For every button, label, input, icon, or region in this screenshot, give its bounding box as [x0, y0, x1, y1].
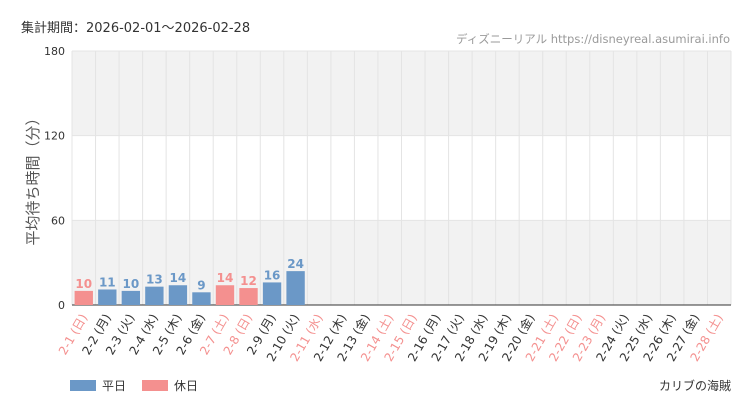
- attraction-name: カリブの海賊: [658, 379, 731, 393]
- bar: [262, 282, 282, 305]
- legend: 平日 休日: [70, 377, 214, 394]
- data-label: 11: [99, 275, 116, 289]
- y-tick-label: 0: [58, 299, 65, 312]
- legend-weekday-label: 平日: [102, 379, 127, 393]
- period-label: 集計期間：2026-02-01～2026-02-28: [21, 21, 251, 36]
- source-credit: ディズニーリアル https://disneyreal.asumirai.inf…: [456, 32, 730, 46]
- legend-holiday: 休日: [142, 377, 198, 394]
- legend-weekday-swatch: [70, 380, 96, 391]
- data-label: 10: [75, 277, 92, 291]
- data-label: 14: [170, 271, 187, 285]
- y-tick-label: 60: [51, 214, 65, 227]
- legend-weekday: 平日: [70, 377, 126, 394]
- bar: [98, 289, 117, 305]
- data-label: 16: [264, 268, 281, 282]
- y-axis-label: 平均待ち時間（分）: [24, 110, 42, 245]
- bar: [286, 271, 305, 305]
- data-label: 24: [287, 257, 304, 271]
- bar: [121, 290, 141, 305]
- bar: [168, 285, 188, 305]
- bar: [145, 286, 164, 305]
- legend-holiday-swatch: [142, 380, 169, 391]
- legend-holiday-label: 休日: [174, 379, 199, 393]
- data-label: 14: [217, 271, 234, 285]
- y-tick-label: 180: [44, 45, 65, 58]
- bar: [215, 285, 235, 305]
- bar: [192, 292, 211, 305]
- bar: [239, 288, 258, 305]
- data-label: 13: [146, 273, 163, 287]
- data-label: 12: [240, 274, 257, 288]
- data-label: 9: [197, 278, 205, 292]
- bar: [74, 290, 93, 305]
- y-tick-label: 120: [44, 130, 65, 143]
- data-label: 10: [122, 277, 139, 291]
